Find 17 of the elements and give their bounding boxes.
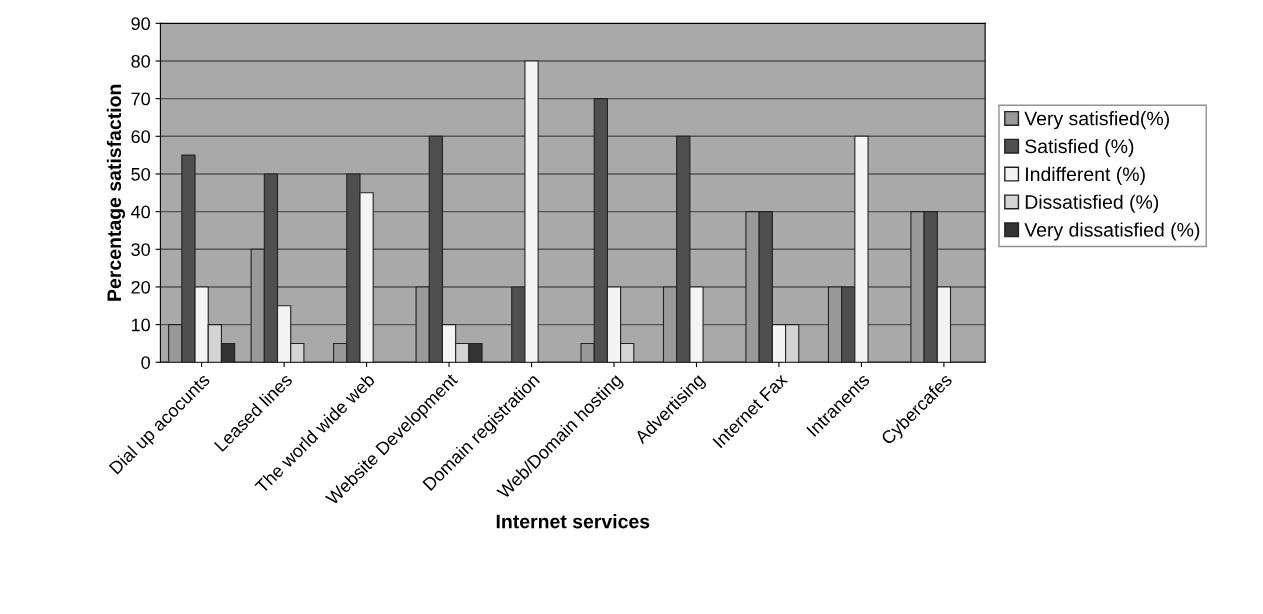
x-axis-title: Internet services — [496, 514, 650, 529]
y-tick-label: 30 — [131, 243, 150, 256]
legend-label: Satisfied (%) — [1025, 138, 1134, 158]
y-tick-label: 10 — [131, 318, 150, 332]
y-tick-label: 0 — [141, 356, 150, 369]
y-tick-label: 70 — [131, 92, 150, 106]
y-tick-label: 60 — [131, 130, 150, 144]
legend-label: Dissatisfied (%) — [1025, 194, 1159, 213]
y-tick-label: 50 — [131, 167, 150, 181]
legend-label: Very satisfied(%) — [1024, 111, 1169, 130]
y-tick-label: 90 — [131, 17, 150, 31]
y-tick-label: 20 — [131, 280, 150, 294]
y-tick-label: 40 — [131, 205, 150, 219]
y-axis-title: Percentage satisfaction — [106, 84, 126, 301]
legend-label: Very dissatisfied (%) — [1024, 222, 1200, 241]
legend-label: Indifferent (%) — [1026, 166, 1145, 185]
y-tick-label: 80 — [131, 54, 150, 68]
